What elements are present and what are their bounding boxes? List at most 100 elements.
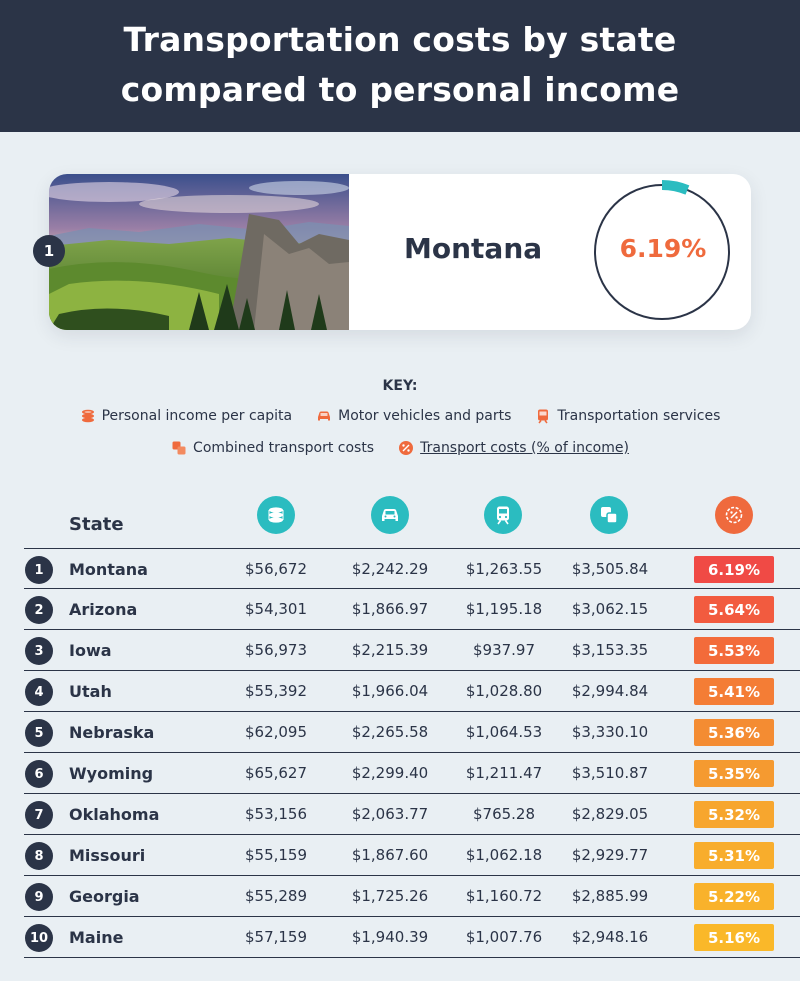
feature-card: Montana 6.19% — [49, 174, 751, 330]
feature-percent-value: 6.19% — [619, 234, 707, 263]
table-row: 10 Maine $57,159 $1,940.39 $1,007.76 $2,948.1… — [24, 917, 800, 958]
percent-badge: 5.32% — [694, 801, 774, 828]
combined-icon — [601, 507, 618, 524]
feature-state-name: Montana — [404, 232, 543, 265]
services-value: $765.28 — [472, 805, 536, 823]
table-row: 4 Utah $55,392 $1,966.04 $1,028.80 $2,994.84 5… — [24, 671, 800, 712]
services-value: $1,263.55 — [465, 560, 543, 578]
motor-value: $1,966.04 — [351, 682, 429, 700]
motor-value: $1,940.39 — [351, 928, 429, 946]
motor-value: $2,242.29 — [351, 560, 429, 578]
state-name: Missouri — [69, 846, 146, 865]
income-value: $65,627 — [244, 764, 308, 782]
combined-value: $2,994.84 — [571, 682, 649, 700]
motor-value: $2,215.39 — [351, 641, 429, 659]
state-name: Utah — [69, 682, 112, 701]
services-value: $1,211.47 — [465, 764, 543, 782]
column-header-state: State — [69, 514, 124, 535]
car-icon — [382, 509, 398, 521]
car-icon — [318, 411, 331, 421]
combined-value: $3,505.84 — [571, 560, 649, 578]
state-name: Wyoming — [69, 764, 154, 783]
feature-ring-arc — [661, 179, 690, 195]
rank-badge: 10 — [25, 924, 53, 952]
combined-value: $2,948.16 — [571, 928, 649, 946]
key-label-motor: Motor vehicles and parts — [338, 408, 512, 424]
motor-value: $1,725.26 — [351, 887, 429, 905]
percent-badge: 5.36% — [694, 719, 774, 746]
combined-icon — [172, 441, 186, 455]
services-value: $1,064.53 — [465, 723, 543, 741]
table-row: 9 Georgia $55,289 $1,725.26 $1,160.72 $2,885.… — [24, 876, 800, 917]
percent-badge: 5.35% — [694, 760, 774, 787]
table-row: 5 Nebraska $62,095 $2,265.58 $1,064.53 $3,330… — [24, 712, 800, 753]
combined-value: $3,330.10 — [571, 723, 649, 741]
income-value: $55,392 — [244, 682, 308, 700]
combined-value: $3,510.87 — [571, 764, 649, 782]
feature-percent-ring — [594, 179, 730, 320]
services-value: $1,195.18 — [465, 600, 543, 618]
page-title-line-1: Transportation costs by state — [123, 20, 677, 59]
table-row: 1 Montana $56,672 $2,242.29 $1,263.55 $3,505.… — [24, 548, 800, 589]
feature-rank-badge: 1 — [33, 235, 65, 267]
motor-value: $2,265.58 — [351, 723, 429, 741]
rank-badge: 5 — [25, 719, 53, 747]
key-item-motor: Motor vehicles and parts — [316, 408, 511, 424]
services-value: $1,028.80 — [465, 682, 543, 700]
header-banner: Transportation costs by state compared t… — [0, 0, 800, 132]
column-header-income — [257, 496, 295, 534]
key-label-services: Transportation services — [557, 408, 721, 424]
income-value: $53,156 — [244, 805, 308, 823]
percent-badge: 5.64% — [694, 596, 774, 623]
motor-value: $1,867.60 — [351, 846, 429, 864]
percent-badge: 6.19% — [694, 556, 774, 583]
state-name: Nebraska — [69, 723, 155, 742]
income-value: $55,289 — [244, 887, 308, 905]
combined-value: $2,929.77 — [571, 846, 649, 864]
percent-icon — [725, 506, 743, 524]
coins-icon — [268, 507, 284, 523]
coins-icon — [81, 409, 94, 423]
motor-value: $2,063.77 — [351, 805, 429, 823]
column-header-motor — [371, 496, 409, 534]
percent-badge: 5.53% — [694, 637, 774, 664]
percent-badge: 5.16% — [694, 924, 774, 951]
rank-badge: 6 — [25, 760, 53, 788]
income-value: $55,159 — [244, 846, 308, 864]
services-value: $937.97 — [472, 641, 536, 659]
combined-value: $3,062.15 — [571, 600, 649, 618]
state-name: Oklahoma — [69, 805, 160, 824]
table-row: 8 Missouri $55,159 $1,867.60 $1,062.18 $2,929… — [24, 835, 800, 876]
montana-landscape-photo — [49, 174, 349, 330]
column-header-combined — [590, 496, 628, 534]
table-row: 2 Arizona $54,301 $1,866.97 $1,195.18 $3,062.… — [24, 589, 800, 630]
key-item-percent: Transport costs (% of income) — [398, 440, 629, 456]
rank-badge: 4 — [25, 678, 53, 706]
key-label-income: Personal income per capita — [101, 408, 293, 424]
percent-badge: 5.22% — [694, 883, 774, 910]
column-header-percent — [715, 496, 753, 534]
combined-value: $2,829.05 — [571, 805, 649, 823]
key-item-services: Transportation services — [535, 408, 720, 424]
table-row: 6 Wyoming $65,627 $2,299.40 $1,211.47 $3,510.… — [24, 753, 800, 794]
combined-value: $2,885.99 — [571, 887, 649, 905]
state-name: Maine — [69, 928, 124, 947]
page-title-line-2: compared to personal income — [120, 70, 680, 109]
rank-badge: 3 — [25, 637, 53, 665]
state-name: Arizona — [69, 600, 138, 619]
rank-badge: 1 — [25, 556, 53, 584]
key-item-income: Personal income per capita — [80, 408, 293, 424]
services-value: $1,160.72 — [465, 887, 543, 905]
motor-value: $1,866.97 — [351, 600, 429, 618]
key-label-combined: Combined transport costs — [193, 440, 375, 456]
services-value: $1,062.18 — [465, 846, 543, 864]
table-row: 7 Oklahoma $53,156 $2,063.77 $765.28 $2,829.0… — [24, 794, 800, 835]
state-name: Montana — [69, 560, 148, 579]
motor-value: $2,299.40 — [351, 764, 429, 782]
income-value: $56,973 — [244, 641, 308, 659]
income-value: $57,159 — [244, 928, 308, 946]
column-header-services — [484, 496, 522, 534]
income-value: $56,672 — [244, 560, 308, 578]
rank-badge: 7 — [25, 801, 53, 829]
combined-value: $3,153.35 — [571, 641, 649, 659]
